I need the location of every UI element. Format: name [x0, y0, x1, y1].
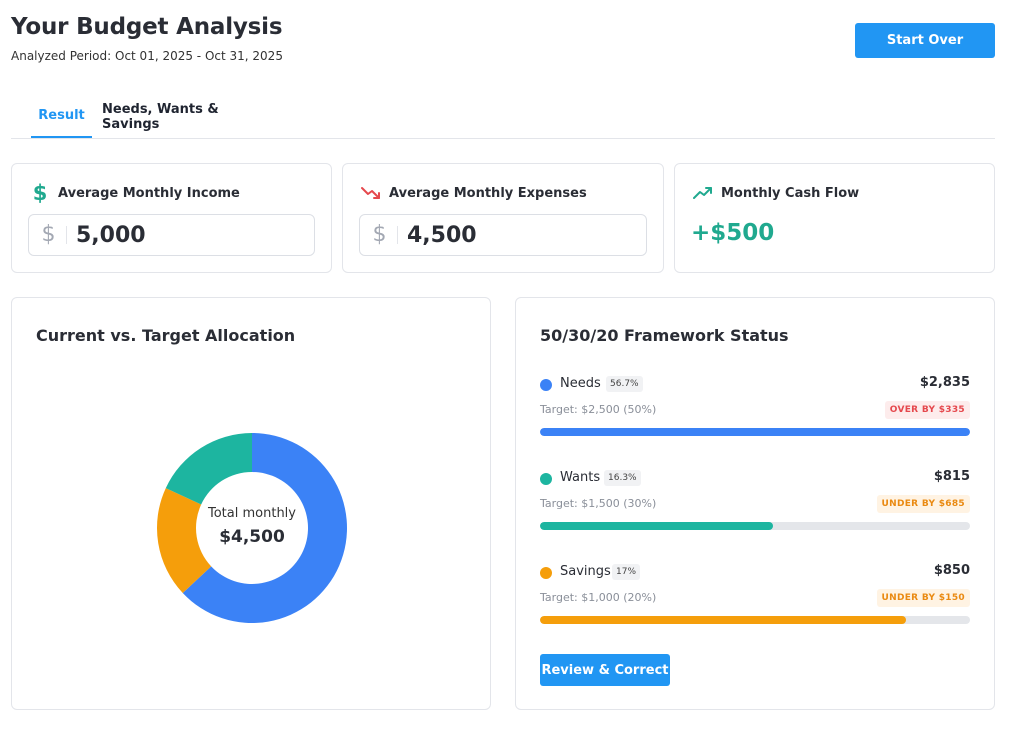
cashflow-value: +$500: [691, 220, 775, 246]
expenses-field[interactable]: $ 4,500: [359, 214, 647, 256]
analyzed-period: Analyzed Period: Oct 01, 2025 - Oct 31, …: [11, 49, 283, 63]
needs-dot: [540, 379, 552, 391]
status-badge: UNDER BY $685: [876, 495, 970, 513]
framework-row-needs: Needs 56.7% $2,835 Target: $2,500 (50%) …: [540, 373, 970, 443]
allocation-donut-chart: [157, 433, 347, 623]
progress-fill: [540, 428, 970, 436]
row-percent: 16.3%: [604, 470, 641, 486]
row-percent: 56.7%: [606, 376, 643, 392]
row-amount: $850: [933, 563, 970, 578]
row-name: Savings: [560, 564, 611, 579]
allocation-card: Current vs. Target Allocation Total mont…: [11, 297, 491, 710]
tab-bar: Result Needs, Wants & Savings: [11, 95, 995, 139]
cashflow-card: Monthly Cash Flow +$500: [674, 163, 995, 273]
progress-bar: [540, 616, 970, 624]
progress-bar: [540, 428, 970, 436]
wants-dot: [540, 473, 552, 485]
savings-dot: [540, 567, 552, 579]
income-label: Average Monthly Income: [58, 185, 240, 201]
status-badge: UNDER BY $150: [876, 589, 970, 607]
row-amount: $2,835: [919, 375, 970, 390]
trending-down-icon: [361, 183, 381, 203]
svg-text:$: $: [33, 182, 48, 204]
framework-row-wants: Wants 16.3% $815 Target: $1,500 (30%) UN…: [540, 467, 970, 537]
trending-up-icon: [693, 183, 713, 203]
progress-bar: [540, 522, 970, 530]
donut-center-label: Total monthly: [208, 506, 296, 521]
row-name: Wants: [560, 470, 601, 485]
income-field[interactable]: $ 5,000: [28, 214, 315, 256]
progress-fill: [540, 616, 906, 624]
donut-segment-savings: [157, 488, 212, 594]
row-percent: 17%: [612, 564, 641, 580]
page-title: Your Budget Analysis: [11, 14, 283, 40]
income-value[interactable]: 5,000: [76, 222, 146, 248]
donut-center-value: $4,500: [219, 527, 285, 547]
status-badge: OVER BY $335: [884, 401, 970, 419]
progress-fill: [540, 522, 774, 530]
row-target: Target: $2,500 (50%): [540, 403, 657, 416]
currency-symbol: $: [362, 224, 398, 246]
currency-symbol: $: [31, 224, 67, 246]
expenses-card: Average Monthly Expenses $ 4,500: [342, 163, 664, 273]
start-over-button[interactable]: Start Over: [855, 23, 995, 58]
row-name: Needs: [560, 376, 601, 391]
row-target: Target: $1,000 (20%): [540, 591, 657, 604]
framework-card: 50/30/20 Framework Status Needs 56.7% $2…: [515, 297, 995, 710]
expenses-value[interactable]: 4,500: [407, 222, 477, 248]
tab-needs-wants-savings[interactable]: Needs, Wants & Savings: [102, 101, 219, 132]
donut-segment-wants: [165, 433, 252, 505]
dollar-icon: $: [30, 182, 50, 204]
framework-title: 50/30/20 Framework Status: [540, 326, 789, 345]
donut-segment-needs: [182, 433, 347, 623]
cashflow-label: Monthly Cash Flow: [721, 185, 860, 201]
framework-row-savings: Savings 17% $850 Target: $1,000 (20%) UN…: [540, 561, 970, 631]
allocation-title: Current vs. Target Allocation: [36, 326, 296, 345]
row-amount: $815: [933, 469, 970, 484]
expenses-label: Average Monthly Expenses: [389, 185, 587, 201]
review-correct-button[interactable]: Review & Correct: [540, 654, 670, 686]
row-target: Target: $1,500 (30%): [540, 497, 657, 510]
income-card: $ Average Monthly Income $ 5,000: [11, 163, 332, 273]
tab-result[interactable]: Result: [31, 95, 92, 138]
